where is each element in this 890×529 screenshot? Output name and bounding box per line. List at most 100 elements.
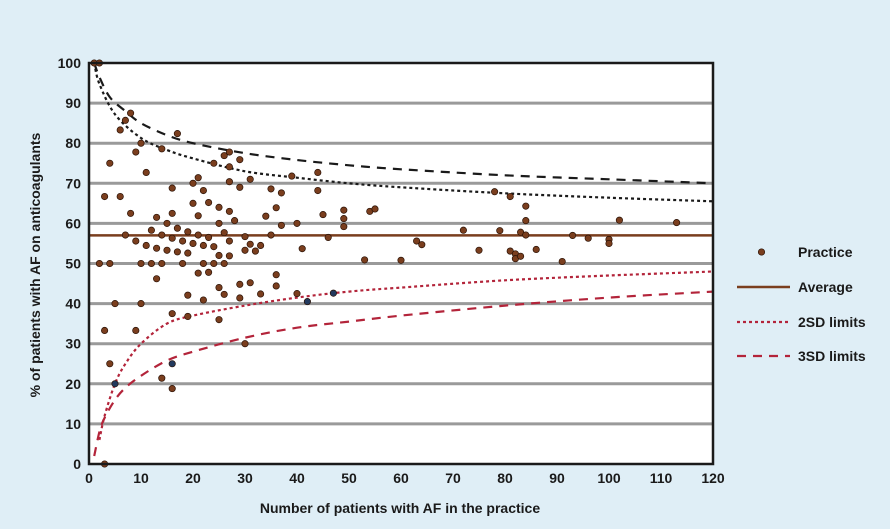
data-point (319, 211, 327, 219)
data-point (288, 172, 296, 180)
y-tick-label: 10 (65, 416, 81, 432)
data-point (225, 178, 233, 186)
y-tick-label: 30 (65, 336, 81, 352)
limit-3SD-upper (93, 62, 714, 185)
x-axis-label: Number of patients with AF in the practi… (260, 500, 541, 516)
data-point (272, 282, 280, 290)
data-point (220, 152, 228, 160)
x-tick-label: 120 (701, 470, 725, 486)
data-point (314, 186, 322, 195)
data-point (220, 259, 228, 268)
data-point (184, 291, 192, 299)
data-point (106, 360, 114, 368)
data-point (298, 245, 306, 253)
legend-label: 3SD limits (798, 348, 866, 364)
data-point (158, 145, 166, 153)
data-point (246, 240, 254, 248)
data-point (241, 246, 249, 254)
data-point (236, 294, 244, 302)
data-point (303, 298, 311, 306)
y-tick-label: 40 (65, 296, 81, 312)
x-tick-label: 90 (549, 470, 565, 486)
data-point (137, 259, 145, 268)
data-point (168, 184, 176, 192)
x-tick-label: 110 (650, 470, 673, 486)
x-tick-label: 70 (445, 470, 461, 486)
data-point (205, 198, 213, 207)
data-point (246, 175, 254, 183)
data-point (199, 259, 207, 268)
data-point (173, 224, 181, 232)
y-tick-label: 50 (65, 256, 81, 272)
data-point (127, 109, 135, 117)
data-point (517, 252, 525, 260)
data-point (111, 300, 119, 308)
data-point (210, 243, 218, 251)
data-point (215, 203, 223, 211)
data-point (225, 207, 233, 215)
data-point (293, 219, 301, 227)
data-point (324, 233, 332, 241)
data-point (615, 216, 623, 224)
data-point (257, 241, 265, 250)
data-point (361, 256, 369, 264)
data-point (496, 227, 504, 235)
data-point (220, 229, 228, 237)
data-point (127, 209, 135, 217)
data-point (116, 192, 124, 201)
legend-label: Average (798, 279, 853, 295)
data-point (241, 340, 249, 348)
data-point (205, 233, 213, 241)
limit-curves (93, 62, 714, 457)
data-point (277, 189, 285, 197)
data-point (225, 237, 233, 245)
data-point (475, 246, 483, 254)
data-point (121, 231, 129, 239)
data-point (522, 217, 530, 225)
data-point (558, 257, 566, 266)
data-points (90, 59, 681, 468)
data-point (236, 183, 244, 191)
data-point (137, 139, 145, 147)
data-point (158, 259, 166, 268)
data-point (340, 215, 348, 223)
data-point (397, 256, 405, 264)
data-point (215, 316, 223, 324)
data-point (522, 231, 530, 239)
data-point (194, 174, 202, 182)
y-tick-label: 0 (73, 456, 81, 472)
limit-2SD-upper (93, 62, 714, 203)
data-point (106, 259, 114, 268)
data-point (262, 212, 270, 220)
data-point (246, 279, 254, 287)
data-point (199, 186, 207, 195)
data-point (225, 252, 233, 260)
y-tick-label: 20 (65, 376, 81, 392)
data-point (210, 159, 218, 167)
data-point (101, 326, 109, 335)
x-tick-label: 80 (497, 470, 513, 486)
data-point (236, 156, 244, 164)
data-point (241, 233, 249, 241)
data-point (147, 226, 155, 234)
data-point (173, 130, 181, 138)
x-tick-label: 20 (185, 470, 201, 486)
legend-label: 2SD limits (798, 314, 866, 330)
data-point (215, 284, 223, 292)
data-point (121, 116, 129, 124)
data-point (189, 179, 197, 187)
data-point (220, 290, 228, 298)
data-point (199, 241, 207, 250)
data-point (267, 231, 275, 239)
data-point (418, 241, 426, 249)
data-point (142, 241, 150, 250)
data-point (163, 246, 171, 254)
data-point (210, 259, 218, 268)
y-axis-ticks: 0 10 20 30 40 50 60 70 80 90 100 (58, 55, 82, 472)
data-point (132, 326, 140, 335)
data-point (189, 239, 197, 248)
data-point (168, 360, 176, 368)
data-point (147, 259, 155, 268)
data-point (215, 219, 223, 227)
data-point (491, 188, 499, 196)
